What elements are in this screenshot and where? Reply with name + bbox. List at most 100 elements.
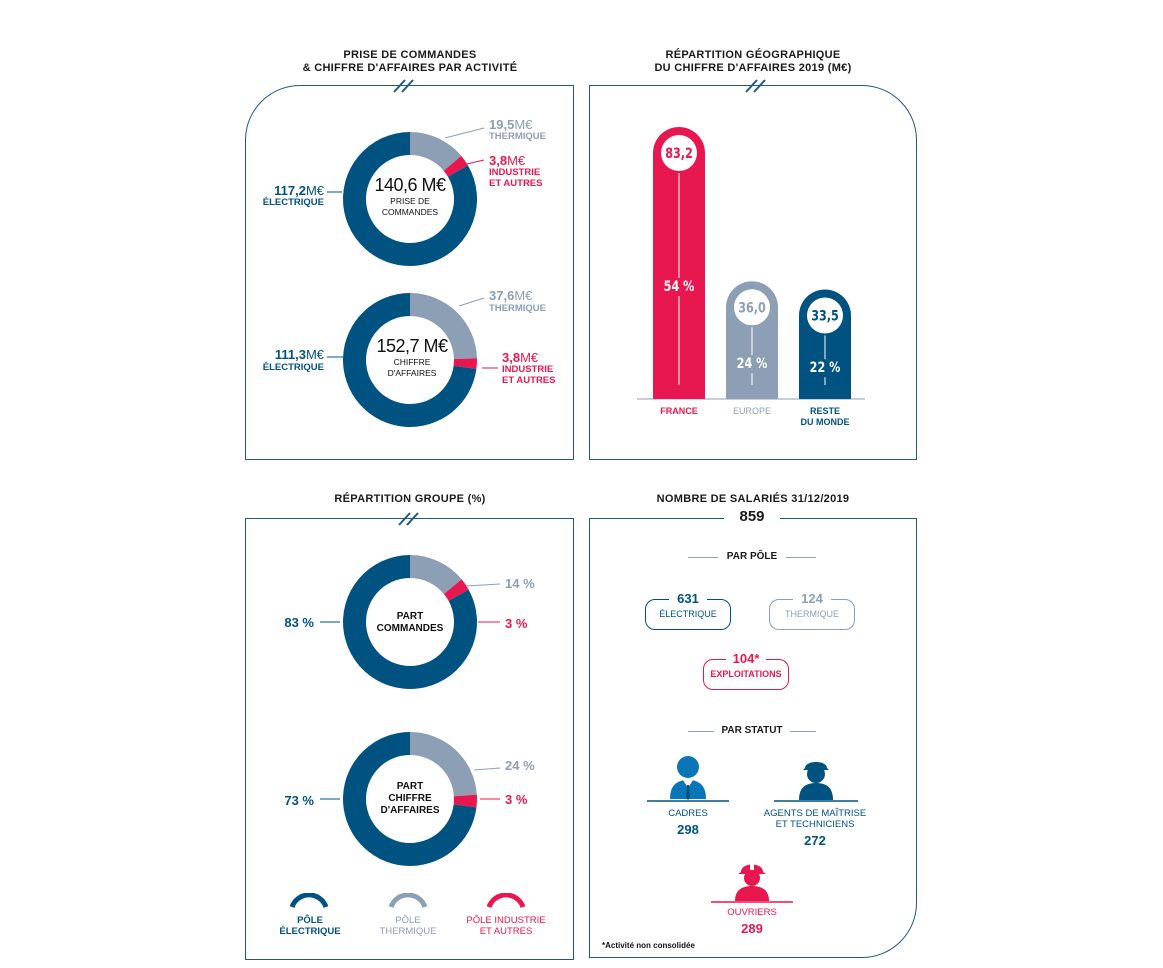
center-line: CHIFFRE: [388, 793, 432, 804]
label-pct-thermique: 24 %: [505, 758, 535, 773]
label-industrie-value: 3,8M€: [502, 350, 539, 365]
leader-industrie: [466, 159, 485, 165]
divider: [786, 557, 816, 558]
label-pct-thermique: 14 %: [505, 576, 535, 591]
donut-slice-electrique: [343, 555, 477, 689]
technician-person-icon: [774, 762, 858, 802]
pill-count-electrique: 631: [669, 591, 707, 606]
count-cadres: 298: [677, 822, 699, 837]
pill-label: THERMIQUE: [785, 609, 839, 619]
center-line: COMMANDES: [381, 207, 439, 217]
panel-activite: [245, 85, 574, 460]
title-line: DU CHIFFRE D'AFFAIRES 2019 (M€): [654, 62, 852, 74]
leader-electrique: [320, 621, 340, 623]
slash-mark-icon: [745, 79, 766, 93]
title-repartition-groupe: RÉPARTITION GROUPE (%): [246, 493, 574, 506]
donut-part-chiffre-affaires: [343, 732, 477, 866]
label-pct-industrie: 3 %: [505, 616, 528, 631]
footnote: *Activité non consolidée: [602, 941, 695, 950]
leader-thermique: [465, 583, 501, 587]
center-line: PART: [396, 781, 424, 792]
pill-label: EXPLOITATIONS: [710, 669, 782, 679]
center-unit: M€: [421, 175, 447, 195]
divider: [688, 557, 718, 558]
donut-center-prise-commandes: 140,6 M€ PRISE DE COMMANDES: [360, 175, 460, 218]
bar-value-label: 36,0: [738, 299, 766, 316]
leader-industrie: [478, 621, 500, 623]
leader-electrique: [320, 798, 340, 800]
donut-center-chiffre-affaires: 152,7 M€ CHIFFRE D'AFFAIRES: [362, 336, 462, 379]
donut-slice-industrie: [443, 155, 468, 177]
bar-pct-bg: [735, 355, 769, 374]
label-agents: AGENTS DE MAÎTRISE ET TECHNICIENS: [763, 808, 867, 830]
legend-thermique: PÔLE THERMIQUE: [379, 915, 437, 937]
label-electrique-value: 111,3M€: [274, 347, 324, 362]
heading-par-pole: PAR PÔLE: [726, 551, 778, 562]
leader-thermique-line: [444, 127, 485, 139]
label-thermique: THERMIQUE: [489, 131, 546, 142]
label-pct-electrique: 83 %: [284, 615, 314, 630]
donut-slice-thermique: [410, 732, 477, 797]
bar-percent-label: 24 %: [737, 355, 768, 372]
donut-slice-industrie: [453, 794, 477, 808]
bar-percent-label: 22 %: [810, 359, 841, 376]
label-electrique: ÉLECTRIQUE: [262, 362, 324, 373]
heading-par-statut: PAR STATUT: [721, 725, 783, 736]
label-cadres: CADRES: [668, 808, 708, 819]
leader-thermique-line: [465, 583, 501, 587]
donut-slice-thermique: [410, 132, 462, 171]
donut-slice-industrie: [443, 579, 469, 601]
leader-electrique: [327, 191, 342, 193]
title-nombre-salaries: NOMBRE DE SALARIÉS 31/12/2019: [589, 493, 917, 506]
leader-industrie-line: [466, 159, 485, 165]
label-industrie: INDUSTRIE ET AUTRES: [489, 167, 543, 189]
title-line: NOMBRE DE SALARIÉS 31/12/2019: [656, 493, 850, 505]
title-line: RÉPARTITION GÉOGRAPHIQUE: [665, 49, 841, 61]
pill-count-thermique: 124: [793, 591, 831, 606]
leader-thermique: [444, 127, 485, 139]
divider: [688, 731, 714, 732]
pill-count-exploitations: 104*: [726, 651, 766, 666]
title-line: PRISE DE COMMANDES: [343, 49, 477, 61]
donut-center-part-commandes: PART COMMANDES: [360, 611, 460, 635]
donut-chiffre-affaires: [343, 293, 477, 427]
center-unit: M€: [423, 336, 449, 356]
center-line: COMMANDES: [376, 623, 444, 634]
label-industrie-value: 3,8M€: [489, 153, 526, 168]
label-thermique-value: 19,5M€: [489, 117, 533, 132]
count-ouvriers: 289: [741, 921, 763, 936]
donut-slice-electrique: [343, 293, 477, 427]
title-prise-commandes: PRISE DE COMMANDES & CHIFFRE D'AFFAIRES …: [246, 49, 574, 75]
label-electrique: ÉLECTRIQUE: [262, 197, 324, 208]
label-ouvriers: OUVRIERS: [727, 907, 777, 918]
legend-arc-electrique-icon: [289, 893, 329, 909]
bar-percent-label: 54 %: [664, 278, 695, 295]
title-line: & CHIFFRE D'AFFAIRES PAR ACTIVITÉ: [302, 62, 518, 74]
center-line: CHIFFRE: [393, 357, 431, 367]
center-value: 140,6: [374, 175, 417, 195]
bar-value-badge: [661, 135, 697, 171]
center-line: PRISE DE: [390, 196, 430, 206]
count-agents: 272: [804, 833, 826, 848]
center-line: D'AFFAIRES: [380, 805, 440, 816]
leader-thermique: [473, 767, 501, 771]
worker-hardhat-icon: [711, 862, 793, 903]
leader-industrie: [480, 798, 500, 800]
leader-industrie: [482, 367, 498, 369]
legend-arc-thermique-icon: [388, 893, 428, 909]
bar-value-label: 83,2: [665, 145, 693, 162]
donut-prise-commandes: [343, 132, 477, 266]
legend-arc-industrie-icon: [486, 893, 526, 909]
label-thermique: THERMIQUE: [489, 303, 546, 314]
divider: [790, 731, 816, 732]
pill-label: ÉLECTRIQUE: [659, 609, 717, 619]
bar-category-label: DU MONDE: [801, 417, 850, 427]
manager-person-icon: [647, 756, 729, 802]
total-salaries: 859: [724, 508, 780, 525]
bar-value-label: 33,5: [811, 307, 839, 324]
title-line: RÉPARTITION GROUPE (%): [334, 493, 486, 505]
leader-thermique-line: [458, 297, 485, 307]
donut-slice-thermique: [410, 555, 462, 594]
bar-category-label: RESTE: [810, 406, 840, 416]
donut-slice-thermique: [410, 293, 477, 359]
